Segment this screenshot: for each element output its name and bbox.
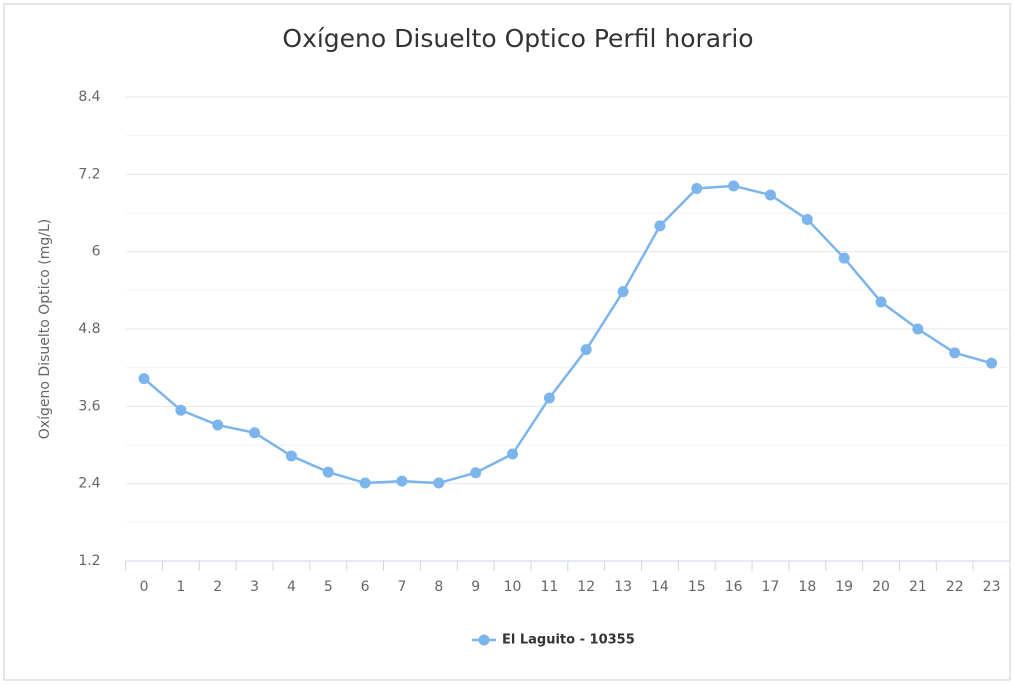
x-tick-label: 5 (324, 579, 333, 595)
data-point (801, 213, 813, 225)
x-tick-label: 1 (176, 579, 185, 595)
x-tick-label: 21 (909, 579, 927, 595)
x-tick-label: 14 (651, 579, 669, 595)
x-tick-label: 8 (434, 579, 443, 595)
x-tick-label: 10 (504, 579, 522, 595)
data-point (470, 467, 482, 479)
data-point (285, 450, 297, 462)
y-tick-label: 7.2 (78, 166, 100, 182)
y-tick-label: 2.4 (78, 476, 100, 492)
data-point (359, 477, 371, 489)
data-point (691, 183, 703, 195)
y-tick-label: 4.8 (78, 321, 100, 337)
chart-frame (3, 3, 1011, 681)
x-tick-label: 0 (140, 579, 149, 595)
data-point (249, 427, 261, 439)
x-tick-label: 18 (798, 579, 816, 595)
x-tick-label: 20 (872, 579, 890, 595)
data-point (838, 252, 850, 264)
y-tick-label: 8.4 (78, 89, 100, 105)
series-line (143, 184, 992, 485)
data-point (875, 296, 887, 308)
data-point (433, 477, 445, 489)
x-tick-label: 7 (398, 579, 407, 595)
y-tick-label: 3.6 (78, 398, 100, 414)
data-point (617, 286, 629, 298)
legend-marker (478, 634, 490, 646)
data-point (728, 180, 740, 192)
chart-title: Oxígeno Disuelto Optico Perfil horario (282, 24, 753, 53)
y-axis-label: Oxígeno Disuelto Optico (mg/L) (37, 219, 53, 439)
x-tick-label: 6 (361, 579, 370, 595)
data-point (764, 189, 776, 201)
x-tick-label: 3 (250, 579, 259, 595)
data-point (138, 373, 150, 385)
x-tick-label: 11 (540, 579, 558, 595)
x-tick-label: 16 (725, 579, 743, 595)
data-point (212, 419, 224, 431)
x-tick-label: 23 (983, 579, 1001, 595)
data-point (580, 344, 592, 356)
data-point (396, 475, 408, 487)
x-tick-label: 15 (688, 579, 706, 595)
x-tick-label: 2 (213, 579, 222, 595)
legend-label: El Laguito - 10355 (502, 633, 635, 648)
x-tick-label: 12 (577, 579, 595, 595)
x-tick-label: 22 (946, 579, 964, 595)
y-tick-label: 6 (92, 244, 101, 260)
data-point (949, 347, 961, 359)
data-point (986, 357, 998, 369)
y-tick-label: 1.2 (78, 553, 100, 569)
data-point (543, 392, 555, 404)
data-point (175, 404, 187, 416)
x-tick-label: 17 (762, 579, 780, 595)
x-tick-label: 19 (835, 579, 853, 595)
data-point (654, 220, 666, 232)
x-tick-label: 13 (614, 579, 632, 595)
data-point (912, 323, 924, 335)
x-tick-label: 9 (471, 579, 480, 595)
data-point (507, 448, 519, 460)
data-point (322, 466, 334, 478)
x-tick-label: 4 (287, 579, 296, 595)
